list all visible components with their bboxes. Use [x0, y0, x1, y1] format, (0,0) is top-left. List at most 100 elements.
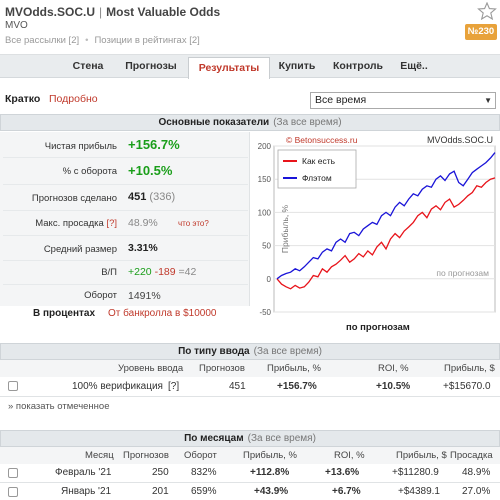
header-links: Все рассылки [2] • Позиции в рейтингах [2]	[5, 35, 200, 46]
max-drawdown-value: 48.9%	[128, 217, 158, 229]
y-tick-label: 100	[258, 208, 272, 217]
main-stats-period: (За все время)	[273, 117, 342, 128]
bank-link[interactable]: От банкролла в $10000	[108, 308, 217, 319]
what-is-this-link[interactable]: что это?	[178, 219, 209, 228]
level-help[interactable]: [?]	[168, 381, 180, 392]
drawdown-help-link[interactable]: [?]	[106, 218, 117, 229]
divider	[3, 284, 248, 285]
col-month-count[interactable]: Прогнозов	[123, 450, 169, 461]
month-profit-usd: +$11280.9	[392, 467, 439, 478]
period-select[interactable]: Все время ▼	[310, 92, 496, 109]
chart-inner-label: по прогнозам	[436, 268, 489, 278]
month-drawdown: 48.9%	[462, 467, 491, 478]
turnover-pct-value: +10.5%	[128, 163, 173, 178]
detailed-view-link[interactable]: Подробно	[49, 93, 98, 105]
losses-count: -189	[154, 266, 176, 278]
divider	[0, 396, 500, 397]
rating-positions-link[interactable]: Позиции в рейтингах [2]	[94, 35, 200, 46]
show-marked-link[interactable]: » показать отмеченное	[8, 401, 110, 412]
month-drawdown: 27.0%	[462, 486, 491, 497]
col-level[interactable]: Уровень ввода	[118, 363, 184, 374]
avg-size-value: 3.31%	[128, 242, 158, 254]
by-month-columns: Месяц Прогнозов Оборот Прибыль, % ROI, %…	[0, 447, 500, 464]
short-view-label[interactable]: Кратко	[5, 93, 41, 105]
col-profit-usd[interactable]: Прибыль, $	[444, 363, 495, 374]
by-month-period: (За все время)	[247, 433, 316, 444]
col-month[interactable]: Месяц	[85, 450, 114, 461]
month-roi: +13.6%	[325, 467, 360, 478]
channel-tagline: Most Valuable Odds	[106, 5, 221, 19]
level-link[interactable]: 100% верификация	[72, 381, 163, 392]
forecasts-made-extra: (336)	[149, 191, 176, 203]
col-profit-pct[interactable]: Прибыль, %	[267, 363, 321, 374]
month-count: 250	[152, 467, 169, 478]
profit-chart-svg: -50 0 50 100 150 200 Прибыль, % © Betonsuccess.…	[258, 135, 496, 317]
star-icon[interactable]	[477, 1, 497, 21]
table-row: 100% верификация [?] 451 +156.7% +10.5% …	[0, 377, 500, 396]
month-profit-pct: +112.8%	[250, 467, 290, 478]
col-month-profit-pct[interactable]: Прибыль, %	[243, 450, 297, 461]
col-month-roi[interactable]: ROI, %	[334, 450, 365, 461]
divider	[0, 482, 500, 483]
page-header	[0, 0, 500, 52]
net-profit-label: Чистая прибыль	[44, 141, 117, 152]
separator-dot: •	[85, 35, 89, 46]
turnover-value: 1491%	[128, 290, 161, 302]
win-loss-value: +220 -189 =42	[128, 266, 196, 278]
legend-label: Как есть	[302, 156, 336, 166]
legend-label: Флэтом	[302, 173, 332, 183]
tab-wall[interactable]: Стена	[72, 60, 104, 72]
forecasts-made-value: 451 (336)	[128, 191, 175, 203]
y-tick-label: 50	[262, 242, 271, 251]
period-select-value: Все время	[315, 94, 367, 106]
y-axis-label: Прибыль, %	[280, 204, 290, 253]
row-checkbox[interactable]	[8, 381, 18, 391]
col-month-profit-usd[interactable]: Прибыль, $	[396, 450, 447, 461]
series-line-1	[276, 177, 496, 290]
y-tick-label: 200	[258, 142, 272, 151]
by-type-title: По типу ввода	[178, 346, 250, 357]
in-percent-label[interactable]: В процентах	[33, 308, 96, 319]
by-month-header: По месяцам (За все время)	[0, 430, 500, 447]
month-link[interactable]: Январь '21	[61, 486, 112, 497]
chart-title: MVOdds.SOC.U	[427, 135, 493, 145]
month-link[interactable]: Февраль '21	[55, 467, 112, 478]
divider	[3, 235, 248, 236]
by-type-header: По типу ввода (За все время)	[0, 343, 500, 360]
main-stats-header: Основные показатели (За все время)	[0, 114, 500, 131]
tab-forecasts[interactable]: Прогнозы	[125, 60, 177, 72]
channel-subtitle: MVO	[5, 20, 28, 31]
tab-buy[interactable]: Купить	[278, 60, 316, 72]
tab-control[interactable]: Контроль	[333, 60, 383, 72]
channel-name[interactable]: MVOdds.SOC.U	[5, 5, 96, 19]
tab-more[interactable]: Ещё..	[400, 60, 428, 72]
row-checkbox[interactable]	[8, 468, 18, 478]
table-row: Февраль '21 250 832% +112.8% +13.6% +$11…	[0, 464, 500, 482]
divider	[3, 210, 248, 211]
main-stats-title: Основные показатели	[158, 117, 270, 128]
stats-panel: Чистая прибыль +156.7% % с оборота +10.5…	[0, 132, 250, 306]
row-count: 451	[229, 381, 246, 392]
row-roi: +10.5%	[376, 381, 411, 392]
col-count[interactable]: Прогнозов	[199, 363, 245, 374]
divider	[3, 260, 248, 261]
all-mailings-link[interactable]: Все рассылки [2]	[5, 35, 80, 46]
draws-count: =42	[178, 266, 197, 278]
rating-badge[interactable]: №230	[465, 24, 497, 40]
chevron-down-icon: ▼	[484, 96, 492, 105]
chart-legend	[277, 149, 357, 189]
by-type-period: (За все время)	[253, 346, 322, 357]
profit-chart: -50 0 50 100 150 200 Прибыль, % © Betonsuccess.…	[252, 134, 499, 320]
turnover-pct-label: % с оборота	[62, 166, 117, 177]
month-turnover: 832%	[191, 467, 217, 478]
table-row: Январь '21 201 659% +43.9% +6.7% +$4389.…	[0, 483, 500, 500]
col-month-turnover[interactable]: Оборот	[184, 450, 217, 461]
col-month-drawdown[interactable]: Просадка	[450, 450, 493, 461]
tab-results[interactable]: Результаты	[188, 57, 270, 79]
row-checkbox[interactable]	[8, 487, 18, 497]
month-profit-pct: +43.9%	[254, 486, 289, 497]
wins-count: +220	[128, 266, 152, 278]
win-loss-label: В/П	[101, 267, 117, 278]
net-profit-value: +156.7%	[128, 137, 180, 152]
col-roi[interactable]: ROI, %	[378, 363, 409, 374]
